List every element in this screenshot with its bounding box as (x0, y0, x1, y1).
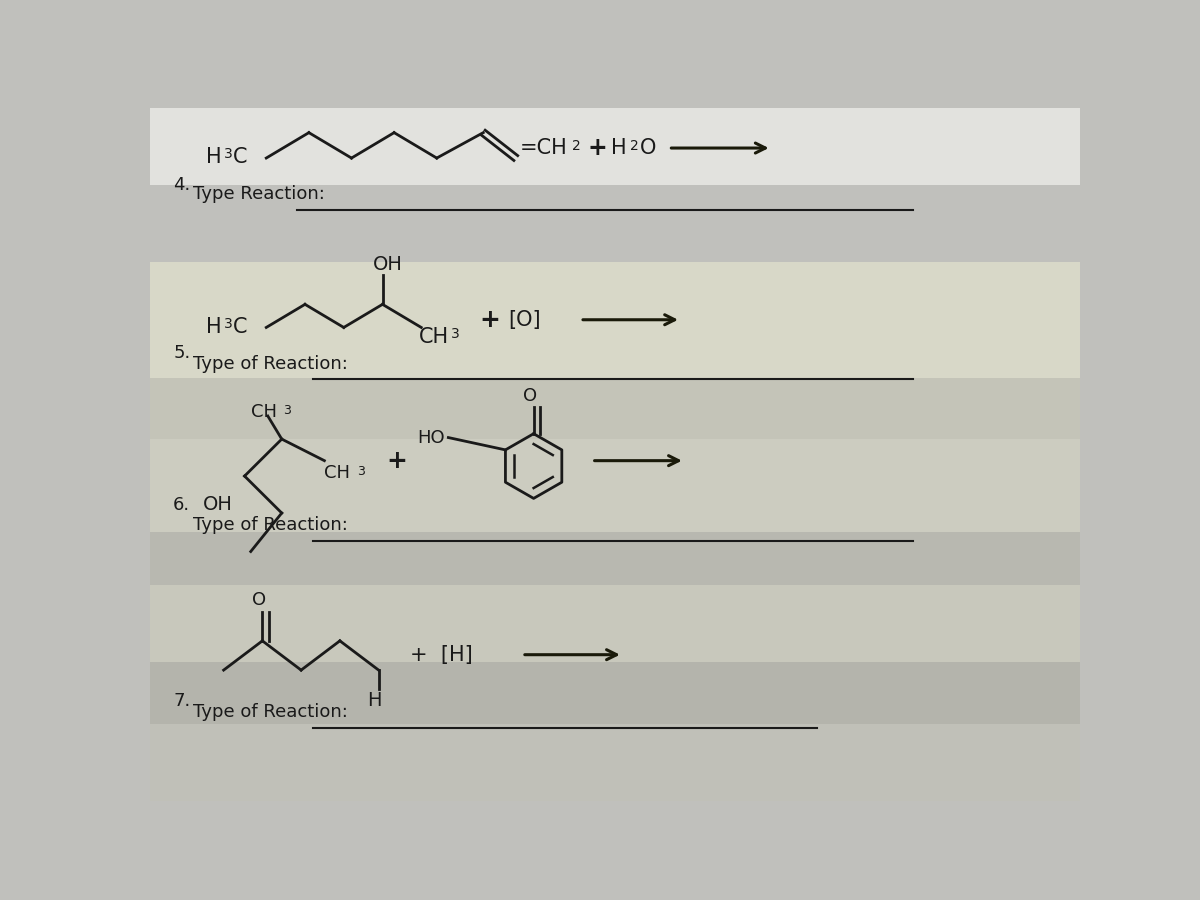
Text: 2: 2 (630, 139, 638, 153)
Text: H: H (367, 691, 382, 710)
Text: 3: 3 (283, 404, 292, 417)
Text: 7.: 7. (173, 692, 191, 710)
Text: OH: OH (203, 495, 233, 514)
Text: =CH: =CH (520, 138, 568, 158)
Text: 4.: 4. (173, 176, 191, 194)
Text: 3: 3 (451, 328, 460, 341)
Text: +: + (588, 136, 607, 160)
Text: CH: CH (419, 328, 449, 347)
Bar (150, 439, 1080, 532)
Text: 3: 3 (224, 147, 233, 161)
Bar (150, 262, 1080, 377)
Text: Type of Reaction:: Type of Reaction: (193, 517, 348, 535)
Text: H: H (206, 318, 222, 338)
Text: H: H (611, 138, 626, 158)
Text: 2: 2 (571, 139, 581, 153)
Text: OH: OH (372, 255, 402, 274)
Text: HO: HO (418, 428, 445, 446)
Text: Type of Reaction:: Type of Reaction: (193, 704, 348, 722)
Bar (150, 185, 1080, 262)
Text: O: O (252, 591, 266, 609)
Bar (150, 724, 1080, 801)
Text: C: C (233, 148, 247, 167)
Text: Type of Reaction:: Type of Reaction: (193, 355, 348, 373)
Bar (150, 377, 1080, 439)
Text: 3: 3 (224, 318, 233, 331)
Text: O: O (640, 138, 656, 158)
Bar (150, 532, 1080, 585)
Text: 6.: 6. (173, 496, 191, 514)
Bar (150, 585, 1080, 662)
Bar (150, 662, 1080, 724)
Text: [O]: [O] (508, 310, 541, 329)
Text: CH: CH (251, 403, 277, 421)
Bar (150, 108, 1080, 185)
Text: C: C (233, 318, 247, 338)
Text: 3: 3 (356, 464, 365, 478)
Text: 5.: 5. (173, 344, 191, 362)
Text: H: H (206, 148, 222, 167)
Text: O: O (523, 387, 536, 405)
Text: Type Reaction:: Type Reaction: (193, 185, 324, 203)
Text: CH: CH (324, 464, 350, 482)
Text: +: + (479, 308, 500, 332)
Text: +  [H]: + [H] (409, 644, 473, 665)
Text: +: + (386, 449, 407, 473)
